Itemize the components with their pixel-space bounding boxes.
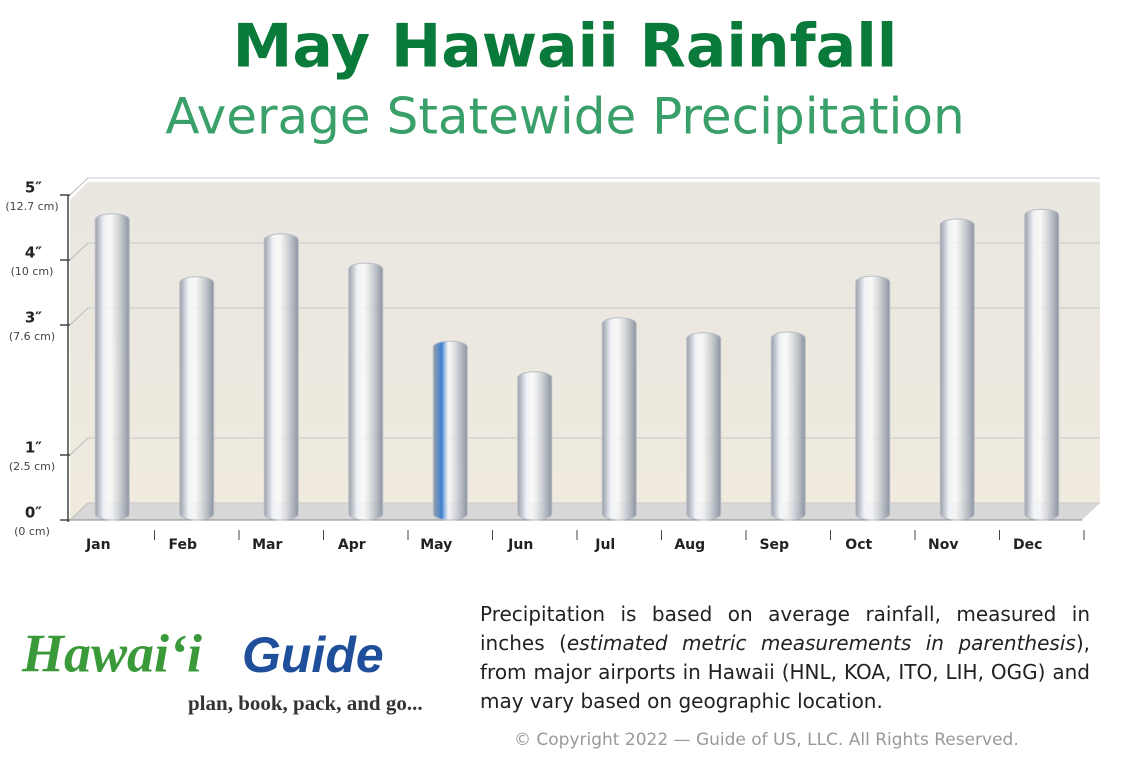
x-tick-label: Oct <box>845 537 872 553</box>
x-tick-label: Jan <box>85 537 111 553</box>
logo-name: Hawai‘i <box>21 623 202 683</box>
logo: Hawai‘i Guide plan, book, pack, and go..… <box>21 623 423 715</box>
chart-subtitle: Average Statewide Precipitation <box>165 88 964 146</box>
y-tick-label: 1″ <box>25 439 42 457</box>
x-tick-label: Jul <box>594 537 615 553</box>
x-tick-label: May <box>420 537 452 553</box>
logo-tagline: plan, book, pack, and go... <box>188 691 423 715</box>
bar <box>348 262 384 521</box>
description-text: ), from major airports in Hawaii (HNL, K… <box>480 631 1090 713</box>
y-tick-label: 0″ <box>25 504 42 522</box>
bar <box>939 218 975 521</box>
bar <box>179 276 215 521</box>
grid-line <box>69 307 89 326</box>
y-tick-sublabel: (0 cm) <box>14 525 50 538</box>
x-tick-label: Sep <box>759 537 789 553</box>
x-tick-label: Mar <box>252 537 282 553</box>
x-tick-label: Apr <box>338 537 366 553</box>
x-tick-label: Dec <box>1013 537 1042 553</box>
grid-line <box>69 437 89 456</box>
description-text: estimated metric measurements in parenth… <box>566 631 1076 655</box>
y-tick-sublabel: (2.5 cm) <box>9 460 55 473</box>
bar <box>1024 208 1060 521</box>
bar <box>686 332 722 521</box>
y-tick-label: 5″ <box>25 179 42 197</box>
x-tick-label: Aug <box>674 537 705 553</box>
bar <box>855 275 891 521</box>
bar <box>517 371 553 521</box>
y-tick-sublabel: (10 cm) <box>11 265 54 278</box>
y-tick-label: 4″ <box>25 244 42 262</box>
bar <box>601 317 637 521</box>
x-tick-label: Nov <box>928 537 958 553</box>
bar <box>263 233 299 521</box>
y-tick-label: 3″ <box>25 309 42 327</box>
copyright: © Copyright 2022 — Guide of US, LLC. All… <box>514 730 1019 750</box>
y-tick-sublabel: (7.6 cm) <box>9 330 55 343</box>
grid-line <box>69 242 89 261</box>
grid-line <box>69 502 89 521</box>
x-tick-label: Jun <box>507 537 533 553</box>
floor <box>70 503 1100 520</box>
bar <box>432 340 468 521</box>
bar <box>94 213 130 521</box>
plot-background <box>70 182 1100 520</box>
chart-title: May Hawaii Rainfall <box>233 12 898 82</box>
chart: May Hawaii Rainfall Average Statewide Pr… <box>5 12 1100 553</box>
x-tick-label: Feb <box>168 537 197 553</box>
description: Precipitation is based on average rainfa… <box>480 600 1090 716</box>
grid-line <box>69 177 89 196</box>
bar <box>770 331 806 521</box>
y-tick-sublabel: (12.7 cm) <box>5 200 58 213</box>
logo-name: Guide <box>242 627 384 683</box>
description-text: Precipitation is based on average rainfa… <box>480 602 1090 655</box>
